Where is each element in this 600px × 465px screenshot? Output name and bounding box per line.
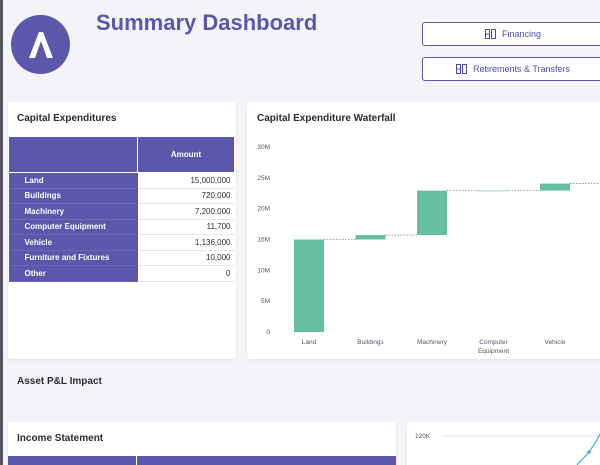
- table-row: Vehicle 1,136,000: [8, 234, 235, 251]
- table-row: Buildings 720,000: [8, 188, 235, 204]
- income-chart-card: [407, 422, 600, 465]
- columns-icon: [484, 29, 496, 39]
- x-tick-label: Equipment: [478, 348, 509, 355]
- row-label: Machinery: [8, 203, 138, 220]
- income-chart: 120K: [415, 433, 600, 465]
- page-title: Summary Dashboard: [96, 10, 318, 35]
- capex-table-header-row: Amount: [8, 136, 235, 173]
- y-tick-label: 10M: [257, 267, 270, 274]
- row-amount: 0: [137, 265, 235, 282]
- columns-icon: [455, 64, 467, 74]
- asset-pl-impact-heading: Asset P&L Impact: [17, 376, 102, 387]
- row-amount: 15,000,000: [137, 172, 235, 189]
- row-amount: 720,000: [137, 188, 235, 204]
- waterfall-card-title: Capital Expenditure Waterfall: [257, 113, 396, 124]
- income-header-divider: [136, 456, 137, 465]
- income-series-line: [576, 433, 600, 465]
- row-label: Computer Equipment: [8, 219, 138, 235]
- table-row: Computer Equipment 11,700: [8, 219, 235, 235]
- capex-card-title: Capital Expenditures: [17, 113, 117, 124]
- y-tick-label: 0: [266, 329, 270, 336]
- window-edge: [0, 0, 3, 465]
- waterfall-bar: [417, 190, 447, 236]
- row-amount: 10,000: [137, 250, 235, 266]
- app-logo[interactable]: [11, 15, 70, 74]
- income-table-header: [8, 456, 396, 465]
- x-tick-label: Vehicle: [545, 339, 566, 346]
- financing-button[interactable]: Financing: [422, 22, 600, 46]
- x-tick-label: Machinery: [417, 339, 448, 346]
- capex-corner-cell: [8, 136, 138, 173]
- income-statement-title: Income Statement: [17, 433, 104, 444]
- y-tick-label: 15M: [257, 237, 270, 244]
- table-row: Machinery 7,200,000: [8, 203, 235, 220]
- y-tick-label: 25M: [257, 175, 270, 182]
- row-label: Furniture and Fixtures: [8, 250, 138, 266]
- waterfall-bar: [540, 183, 570, 191]
- retirements-transfers-button-label: Retirements & Transfers: [472, 64, 571, 74]
- y-tick-label: 30M: [257, 144, 270, 151]
- table-row: Other 0: [8, 265, 235, 282]
- y-tick-label: 5M: [261, 298, 270, 305]
- financing-button-label: Financing: [501, 29, 542, 39]
- row-label: Land: [8, 172, 138, 189]
- row-label: Other: [8, 265, 138, 282]
- row-label: Vehicle: [8, 234, 138, 251]
- waterfall-bar: [478, 190, 509, 192]
- amount-column-header: Amount: [137, 136, 235, 173]
- x-tick-label: Computer: [479, 339, 508, 346]
- retirements-transfers-button[interactable]: Retirements & Transfers: [422, 57, 600, 81]
- income-series-point: [587, 450, 591, 454]
- row-amount: 11,700: [137, 219, 235, 235]
- y-tick-label: 20M: [257, 206, 270, 213]
- table-row: Land 15,000,000: [8, 172, 235, 189]
- x-tick-label: Land: [302, 339, 317, 346]
- row-amount: 7,200,000: [137, 203, 235, 220]
- row-label: Buildings: [8, 188, 138, 204]
- waterfall-bar: [355, 235, 386, 240]
- x-tick-label: Buildings: [357, 339, 384, 346]
- income-y-tick: 120K: [415, 433, 431, 440]
- row-amount: 1,136,000: [137, 234, 235, 251]
- waterfall-chart: 0 5M 10M 15M 20M 25M 30M Land Buildings Machinery…: [257, 144, 600, 355]
- table-row: Furniture and Fixtures 10,000: [8, 250, 235, 266]
- capex-table: Amount Land 15,000,000 Buildings 720,000 M…: [8, 136, 235, 282]
- logo-mark-icon: [28, 31, 53, 58]
- waterfall-bar: [294, 239, 324, 332]
